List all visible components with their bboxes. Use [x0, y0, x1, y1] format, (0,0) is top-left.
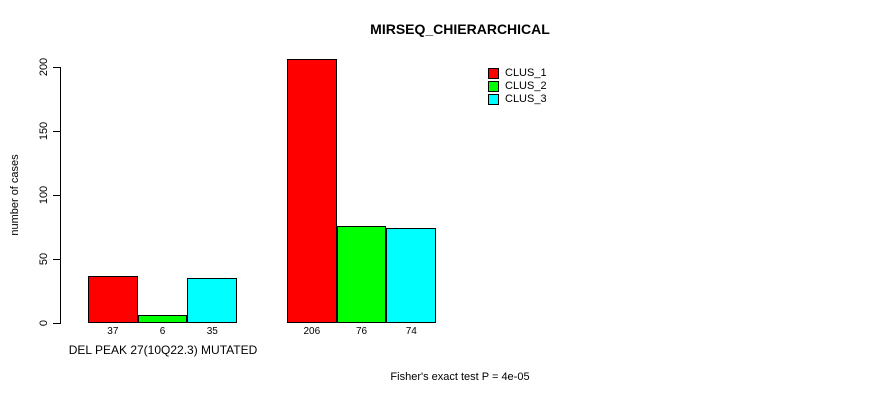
bar-value-label: 6: [159, 326, 166, 337]
y-tick-mark: [53, 259, 60, 260]
bar-clus_1-group-2: [287, 59, 337, 323]
y-axis-line: [60, 67, 61, 324]
y-tick-mark: [53, 131, 60, 132]
y-tick-label: 100: [38, 185, 50, 205]
footer-note: Fisher's exact test P = 4e-05: [390, 371, 530, 383]
y-axis-title: number of cases: [9, 154, 21, 236]
y-tick-label: 150: [38, 121, 50, 141]
y-tick-label: 50: [38, 252, 50, 266]
bar-clus_3-group-2: [386, 228, 437, 323]
bar-clus_2-group-1: [137, 315, 188, 323]
bar-clus_2-group-2: [336, 225, 387, 323]
legend-label: CLUS_3: [505, 93, 547, 105]
bar-value-label: 76: [355, 326, 368, 337]
bar-value-label: 37: [107, 326, 119, 337]
legend-item-clus_3: CLUS_3: [488, 93, 547, 105]
bar-value-label: 206: [303, 326, 321, 337]
y-tick-label: 0: [38, 319, 50, 327]
y-tick-mark: [53, 67, 60, 68]
y-tick-label: 200: [38, 57, 50, 77]
legend-item-clus_2: CLUS_2: [488, 80, 547, 92]
bar-clus_1-group-1: [88, 275, 138, 323]
legend-label: CLUS_1: [505, 67, 547, 79]
legend-label: CLUS_2: [505, 80, 547, 92]
bar-value-label: 74: [405, 326, 417, 337]
legend-swatch-icon: [488, 80, 499, 92]
y-tick-mark: [53, 195, 60, 196]
legend-swatch-icon: [488, 67, 499, 79]
legend-item-clus_1: CLUS_1: [488, 67, 547, 79]
y-tick-mark: [53, 323, 60, 324]
legend-swatch-icon: [488, 93, 499, 105]
x-axis-title: DEL PEAK 27(10Q22.3) MUTATED: [68, 343, 258, 357]
bar-clus_3-group-1: [187, 278, 238, 323]
bar-value-label: 35: [206, 326, 218, 337]
chart-title: MIRSEQ_CHIERARCHICAL: [370, 21, 550, 37]
